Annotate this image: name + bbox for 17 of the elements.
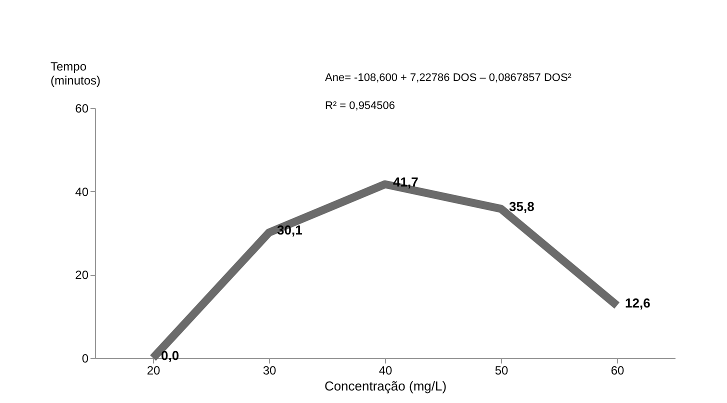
y-tick-label: 0 <box>82 352 89 366</box>
y-tick-label: 60 <box>75 102 89 116</box>
x-tick-label: 50 <box>494 364 508 378</box>
data-label: 0,0 <box>161 348 180 363</box>
x-tick-label: 30 <box>262 364 276 378</box>
y-axis-title: Tempo (minutos) <box>50 60 101 88</box>
x-tick-label: 20 <box>146 364 160 378</box>
annotation: R² = 0,954506 <box>325 100 396 112</box>
y-tick-label: 40 <box>75 184 89 199</box>
x-tick-label: 60 <box>610 364 624 378</box>
text: Ane= -108,600 + 7,22786 DOS – 0,0867857 DOS² <box>325 72 572 84</box>
y-tick-label: 20 <box>75 268 89 282</box>
x-axis-title: Concentração (mg/L) <box>324 378 447 394</box>
x-tick-label: 40 <box>378 364 392 378</box>
data-label: 30,1 <box>277 222 302 238</box>
data-label: 12,6 <box>625 296 650 310</box>
data-label: 35,8 <box>509 198 534 214</box>
